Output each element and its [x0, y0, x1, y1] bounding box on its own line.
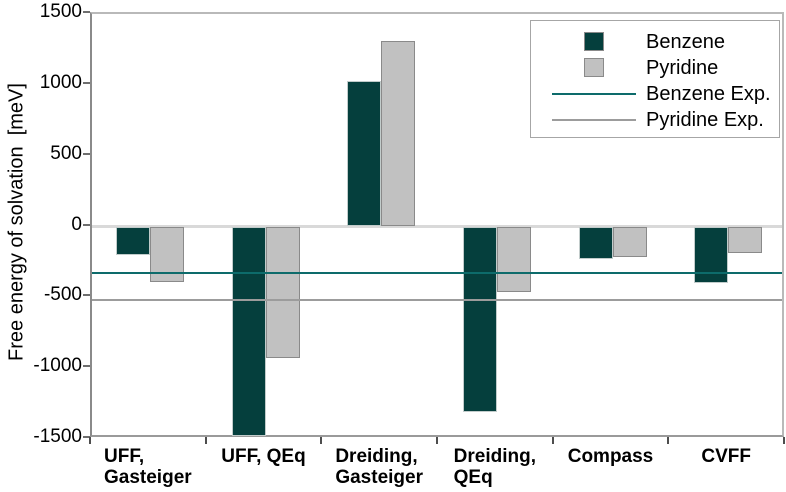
x-tick-mark — [204, 437, 207, 444]
bar-benzene — [694, 226, 729, 284]
x-tick-mark — [667, 437, 670, 444]
x-category-label-text: Dreiding, Gasteiger — [335, 446, 423, 488]
y-tick-mark — [83, 436, 90, 438]
x-category-label: CVFF — [668, 446, 784, 490]
legend-item-pyridine-exp: Pyridine Exp. — [531, 107, 779, 133]
legend-item-label: Benzene Exp. — [646, 83, 771, 105]
x-tick-mark — [89, 437, 91, 444]
ref-line-pyridine-exp — [92, 299, 782, 302]
x-category-label: UFF, QEq — [206, 446, 322, 490]
bar-benzene — [231, 226, 266, 437]
legend-marker-zone — [531, 55, 646, 81]
bar-pyridine — [612, 226, 647, 257]
x-tick-mark — [783, 437, 785, 444]
legend-item-label: Pyridine — [646, 57, 719, 79]
y-tick-mark — [83, 365, 90, 368]
x-tick-mark — [436, 437, 438, 444]
x-category-label: Dreiding, QEq — [437, 446, 553, 490]
x-category-label-text: UFF, QEq — [221, 446, 306, 467]
legend-swatch-benzene — [584, 32, 604, 51]
bar-benzene — [578, 226, 613, 260]
bar-benzene — [347, 80, 382, 227]
x-category-label: UFF, Gasteiger — [90, 446, 206, 490]
y-tick-mark — [83, 294, 90, 297]
bar-pyridine — [496, 226, 531, 292]
y-tick-mark — [83, 11, 90, 13]
y-tick-mark — [83, 223, 90, 226]
bar-pyridine — [728, 226, 763, 254]
y-tick-label: 0 — [71, 213, 82, 235]
x-category-label-text: Dreiding, QEq — [453, 446, 536, 488]
legend-item-pyridine: Pyridine — [531, 55, 779, 81]
x-category-label: Dreiding, Gasteiger — [321, 446, 437, 490]
legend-line-benzene-exp — [552, 93, 636, 95]
x-tick-mark — [320, 437, 323, 444]
x-tick-mark — [551, 437, 554, 444]
x-category-label-text: CVFF — [701, 446, 751, 467]
bar-pyridine — [265, 226, 300, 359]
y-tick-label: 500 — [50, 142, 82, 164]
x-category-label-text: Compass — [567, 446, 654, 467]
bar-benzene — [462, 226, 497, 413]
bar-pyridine — [381, 40, 416, 227]
legend-line-pyridine-exp — [552, 119, 636, 121]
zero-gridline — [92, 224, 782, 228]
ref-line-benzene-exp — [92, 272, 782, 275]
y-tick-mark — [83, 152, 90, 155]
legend-swatch-pyridine — [584, 58, 604, 77]
y-tick-label: -1500 — [33, 426, 82, 447]
y-tick-label: -1000 — [33, 355, 82, 377]
legend-marker-zone — [531, 81, 646, 107]
y-tick-label: 1500 — [39, 1, 82, 22]
legend: Benzene Pyridine Benzene Exp. Pyridine Exp. — [530, 20, 780, 138]
legend-item-benzene: Benzene — [531, 29, 779, 55]
y-tick-mark — [83, 81, 90, 84]
legend-item-label: Pyridine Exp. — [646, 109, 764, 131]
x-category-label-text: UFF, Gasteiger — [104, 446, 192, 488]
x-category-label: Compass — [553, 446, 669, 490]
legend-marker-zone — [531, 29, 646, 55]
y-tick-label: 1000 — [39, 71, 82, 93]
legend-item-label: Benzene — [646, 31, 725, 53]
bar-benzene — [115, 226, 150, 255]
y-tick-label: -500 — [43, 284, 82, 306]
legend-marker-zone — [531, 107, 646, 133]
legend-item-benzene-exp: Benzene Exp. — [531, 81, 779, 107]
